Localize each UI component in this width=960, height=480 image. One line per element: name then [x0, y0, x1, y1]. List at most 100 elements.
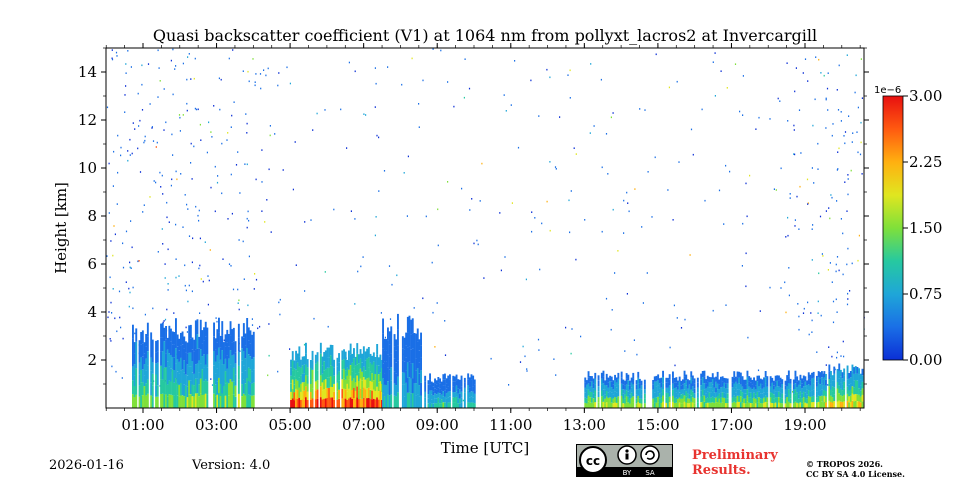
noise-speckle — [261, 149, 263, 151]
noise-speckle — [817, 168, 819, 170]
noise-speckle — [247, 304, 249, 307]
noise-speckle — [171, 133, 173, 136]
backscatter-cell — [609, 375, 612, 382]
noise-speckle — [116, 203, 118, 205]
backscatter-cell — [811, 384, 813, 391]
backscatter-cell — [161, 351, 164, 366]
noise-speckle — [725, 304, 727, 306]
backscatter-cell — [324, 350, 327, 360]
noise-speckle — [828, 207, 830, 209]
backscatter-cell — [637, 402, 640, 408]
noise-speckle — [787, 120, 789, 122]
noise-speckle — [758, 116, 760, 119]
backscatter-cell — [194, 320, 197, 335]
noise-speckle — [611, 309, 613, 311]
backscatter-cell — [748, 381, 751, 387]
backscatter-cell — [356, 397, 359, 408]
backscatter-cell — [700, 390, 703, 397]
backscatter-cell — [416, 328, 419, 342]
backscatter-cell — [311, 379, 314, 389]
backscatter-cell — [685, 380, 688, 386]
noise-speckle — [108, 162, 110, 165]
backscatter-cell — [387, 354, 389, 368]
backscatter-cell — [150, 357, 153, 371]
backscatter-cell — [713, 387, 716, 393]
backscatter-cell — [418, 350, 421, 363]
backscatter-cell — [449, 385, 451, 392]
noise-speckle — [541, 222, 543, 225]
noise-speckle — [193, 77, 195, 80]
noise-speckle — [132, 122, 134, 124]
backscatter-cell — [133, 342, 136, 354]
noise-speckle — [453, 105, 455, 108]
backscatter-cell — [146, 336, 149, 352]
backscatter-cell — [726, 388, 729, 394]
backscatter-cell — [381, 392, 383, 400]
noise-speckle — [259, 325, 261, 328]
backscatter-cell — [188, 339, 191, 353]
backscatter-cell — [406, 362, 409, 378]
backscatter-cell — [393, 371, 396, 384]
noise-speckle — [109, 338, 111, 340]
backscatter-cell — [759, 388, 762, 394]
backscatter-cell — [181, 344, 184, 357]
noise-speckle — [836, 169, 838, 171]
noise-speckle — [827, 109, 829, 111]
noise-speckle — [174, 68, 176, 70]
backscatter-cell — [316, 352, 319, 362]
backscatter-cell — [691, 386, 694, 392]
backscatter-cell — [764, 383, 767, 390]
backscatter-cell — [366, 348, 369, 359]
backscatter-cell — [625, 378, 628, 385]
noise-speckle — [255, 178, 257, 181]
noise-speckle — [113, 150, 115, 153]
backscatter-cell — [733, 383, 736, 390]
backscatter-cell — [854, 401, 857, 408]
backscatter-cell — [841, 396, 844, 403]
backscatter-cell — [600, 396, 603, 403]
backscatter-cell — [156, 362, 159, 374]
backscatter-cell — [249, 382, 252, 395]
backscatter-cell — [667, 393, 669, 398]
noise-speckle — [182, 226, 184, 228]
noise-speckle — [128, 305, 130, 308]
noise-speckle — [844, 181, 846, 183]
noise-speckle — [600, 78, 602, 81]
backscatter-cell — [776, 397, 779, 403]
noise-speckle — [627, 202, 629, 204]
backscatter-cell — [660, 382, 663, 388]
backscatter-cell — [794, 370, 797, 377]
backscatter-cell — [229, 350, 232, 365]
noise-speckle — [244, 163, 246, 165]
backscatter-cell — [191, 384, 194, 397]
backscatter-cell — [354, 382, 357, 391]
backscatter-cell — [736, 371, 739, 378]
backscatter-cell — [188, 394, 191, 408]
noise-speckle — [124, 94, 126, 96]
noise-speckle — [155, 146, 157, 148]
backscatter-cell — [705, 383, 707, 389]
noise-speckle — [238, 308, 240, 311]
backscatter-cell — [388, 331, 391, 345]
backscatter-cell — [181, 382, 184, 396]
noise-speckle — [821, 253, 823, 255]
backscatter-cell — [175, 363, 177, 379]
backscatter-cell — [189, 338, 192, 353]
backscatter-cell — [173, 332, 176, 345]
backscatter-cell — [701, 395, 704, 402]
noise-speckle — [440, 49, 442, 52]
backscatter-cell — [467, 384, 470, 391]
backscatter-cell — [219, 372, 222, 384]
noise-speckle — [303, 343, 306, 346]
backscatter-cell — [237, 337, 240, 352]
backscatter-cell — [458, 384, 461, 390]
backscatter-cell — [811, 396, 813, 403]
noise-speckle — [759, 310, 761, 312]
noise-speckle — [153, 180, 155, 182]
noise-speckle — [191, 290, 193, 293]
noise-speckle — [612, 208, 614, 211]
backscatter-cell — [361, 362, 364, 372]
backscatter-cell — [470, 396, 473, 403]
backscatter-cell — [614, 380, 616, 386]
backscatter-cell — [778, 380, 780, 387]
